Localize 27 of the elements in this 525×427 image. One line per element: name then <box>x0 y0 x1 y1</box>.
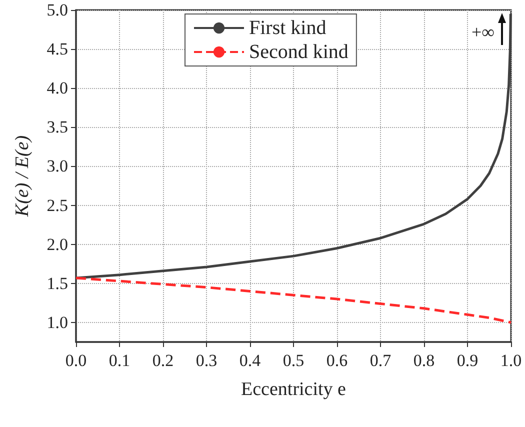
x-tick-label: 0.5 <box>282 351 304 370</box>
y-tick-label: 4.5 <box>46 40 68 59</box>
x-tick-label: 0.0 <box>65 351 87 370</box>
x-tick-label: 0.6 <box>326 351 348 370</box>
x-tick-label: 0.9 <box>456 351 478 370</box>
y-tick-label: 3.5 <box>46 118 68 137</box>
line-series <box>74 12 512 280</box>
y-axis-title: K(e) / E(e) <box>12 135 33 218</box>
x-tick-label: 1.0 <box>500 351 522 370</box>
x-tick-label: 0.2 <box>152 351 174 370</box>
legend-label: Second kind <box>249 41 348 63</box>
y-tick-label: 1.5 <box>46 274 68 293</box>
y-tick-label: 3.0 <box>46 156 68 176</box>
y-tick-label: 2.0 <box>46 234 68 254</box>
y-tick-label: 4.0 <box>46 78 68 98</box>
x-tick-label: 0.4 <box>239 351 262 370</box>
x-tick-label: 0.1 <box>108 351 130 370</box>
y-tick-label: 1.0 <box>46 312 68 332</box>
x-tick-label: 0.8 <box>413 351 435 370</box>
legend-label: First kind <box>249 17 326 39</box>
x-tick-label: 0.7 <box>370 351 392 370</box>
line-series <box>74 276 512 324</box>
x-axis-title: Eccentricity e <box>241 379 346 400</box>
y-tick-label: 2.5 <box>46 196 68 215</box>
x-tick-label: 0.3 <box>196 351 218 370</box>
annotation: +∞ <box>472 22 495 42</box>
y-tick-label: 5.0 <box>46 0 68 20</box>
